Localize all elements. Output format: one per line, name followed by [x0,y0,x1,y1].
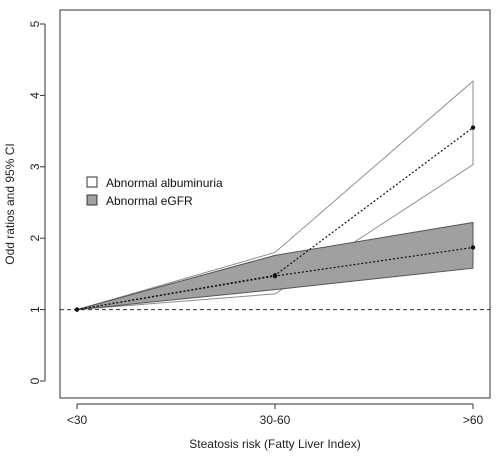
y-axis-title: Odd ratios and 95% CI [3,143,17,264]
y-axis: 0 1 2 3 4 5 [28,20,46,384]
x-tick-label-2: >60 [463,413,484,427]
point-0-2 [470,125,476,130]
legend-label-albuminuria: Abnormal albuminuria [106,176,223,190]
legend-swatch-egfr [86,194,98,206]
legend-label-egfr: Abnormal eGFR [106,194,193,208]
y-tick-label-3: 3 [28,163,42,170]
x-tick-label-1: 30-60 [260,413,291,427]
y-tick-label-1: 1 [28,306,42,313]
point-1-0 [74,307,80,312]
x-axis-title: Steatosis risk (Fatty Liver Index) [189,437,360,451]
legend-swatch-albuminuria [86,176,98,188]
point-1-1 [272,273,278,279]
series-points [74,125,476,312]
point-1-2 [470,245,476,250]
plot-frame [59,9,491,399]
y-tick-label-2: 2 [28,235,42,242]
x-tick-label-0: <30 [67,413,88,427]
ci-band-1 [76,221,474,311]
legend: Abnormal albuminuria Abnormal eGFR [86,176,223,208]
y-tick-label-0: 0 [28,377,42,384]
y-tick-label-4: 4 [28,92,42,99]
y-tick-label-5: 5 [28,20,42,27]
x-axis: <30 30-60 >60 [67,403,484,427]
